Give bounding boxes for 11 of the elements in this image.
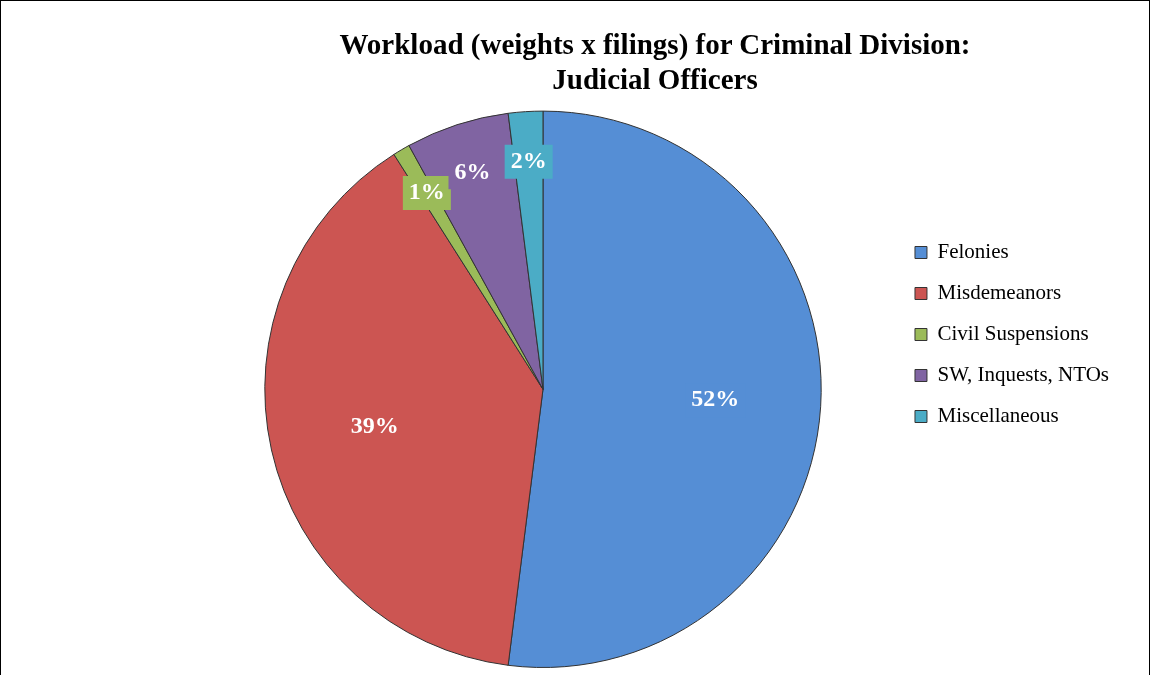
data-label: 1% [408,178,445,205]
chart-title: Workload (weights x filings) for Criminal Division: Judicial Officers [339,27,971,95]
data-label: 2% [510,146,547,173]
legend-label: Misdemeanors [937,280,1062,305]
legend-label: SW, Inquests, NTOs [937,362,1110,387]
legend-label: Civil Suspensions [937,321,1089,346]
legend-label: Felonies [937,239,1009,264]
data-label: 6% [454,157,491,184]
legend-label: Miscellaneous [937,403,1059,428]
data-label: 39% [350,412,399,439]
data-label: 52% [691,385,740,412]
